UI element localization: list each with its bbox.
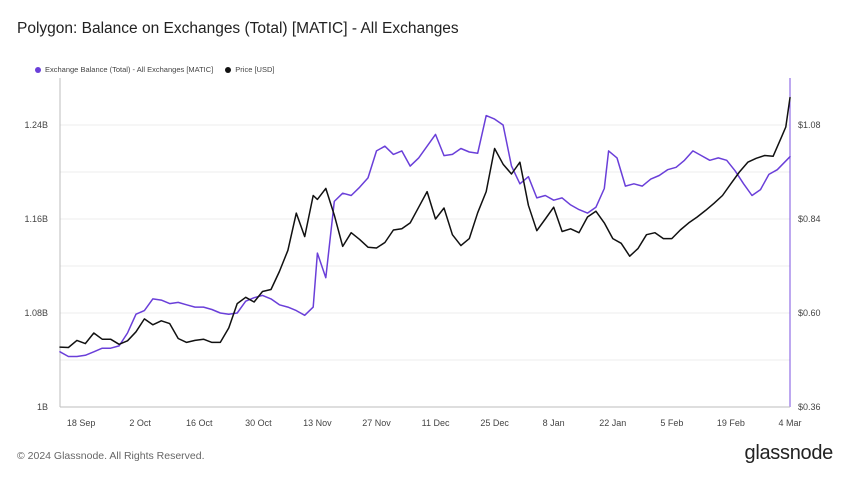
x-tick-label: 4 Mar <box>778 418 801 428</box>
x-tick-label: 25 Dec <box>480 418 509 428</box>
legend-item-price[interactable]: Price [USD] <box>225 65 274 74</box>
y-left-tick-label: 1B <box>37 402 48 412</box>
x-tick-label: 16 Oct <box>186 418 213 428</box>
x-tick-label: 22 Jan <box>599 418 626 428</box>
legend-swatch-price <box>225 66 232 73</box>
chart-legend: Exchange Balance (Total) - All Exchanges… <box>35 65 286 74</box>
y-right-tick-label: $0.36 <box>798 402 821 412</box>
chart-title: Polygon: Balance on Exchanges (Total) [M… <box>17 20 459 37</box>
copyright-text: © 2024 Glassnode. All Rights Reserved. <box>17 450 205 462</box>
y-right-tick-label: $0.60 <box>798 308 821 318</box>
legend-swatch-exchange-balance <box>35 66 41 73</box>
legend-item-exchange-balance[interactable]: Exchange Balance (Total) - All Exchanges… <box>35 65 213 74</box>
y-right-tick-label: $1.08 <box>798 120 821 130</box>
x-tick-label: 30 Oct <box>245 418 272 428</box>
legend-label-exchange-balance: Exchange Balance (Total) - All Exchanges… <box>45 65 214 74</box>
x-tick-label: 5 Feb <box>660 418 683 428</box>
series-line-price <box>59 96 791 349</box>
x-tick-label: 18 Sep <box>67 418 96 428</box>
legend-label-price: Price [USD] <box>235 65 275 74</box>
x-tick-label: 11 Dec <box>422 418 450 428</box>
y-right-tick-label: $0.84 <box>798 214 821 224</box>
x-tick-label: 2 Oct <box>129 418 151 428</box>
x-tick-label: 13 Nov <box>303 418 332 428</box>
x-tick-label: 19 Feb <box>717 418 745 428</box>
y-left-tick-label: 1.24B <box>24 120 48 130</box>
y-left-tick-label: 1.08B <box>24 308 48 318</box>
glassnode-logo: glassnode <box>744 442 834 464</box>
y-left-tick-label: 1.16B <box>24 214 48 224</box>
series-line-exchange-balance <box>59 114 791 358</box>
x-tick-label: 8 Jan <box>543 418 565 428</box>
x-tick-label: 27 Nov <box>362 418 391 428</box>
